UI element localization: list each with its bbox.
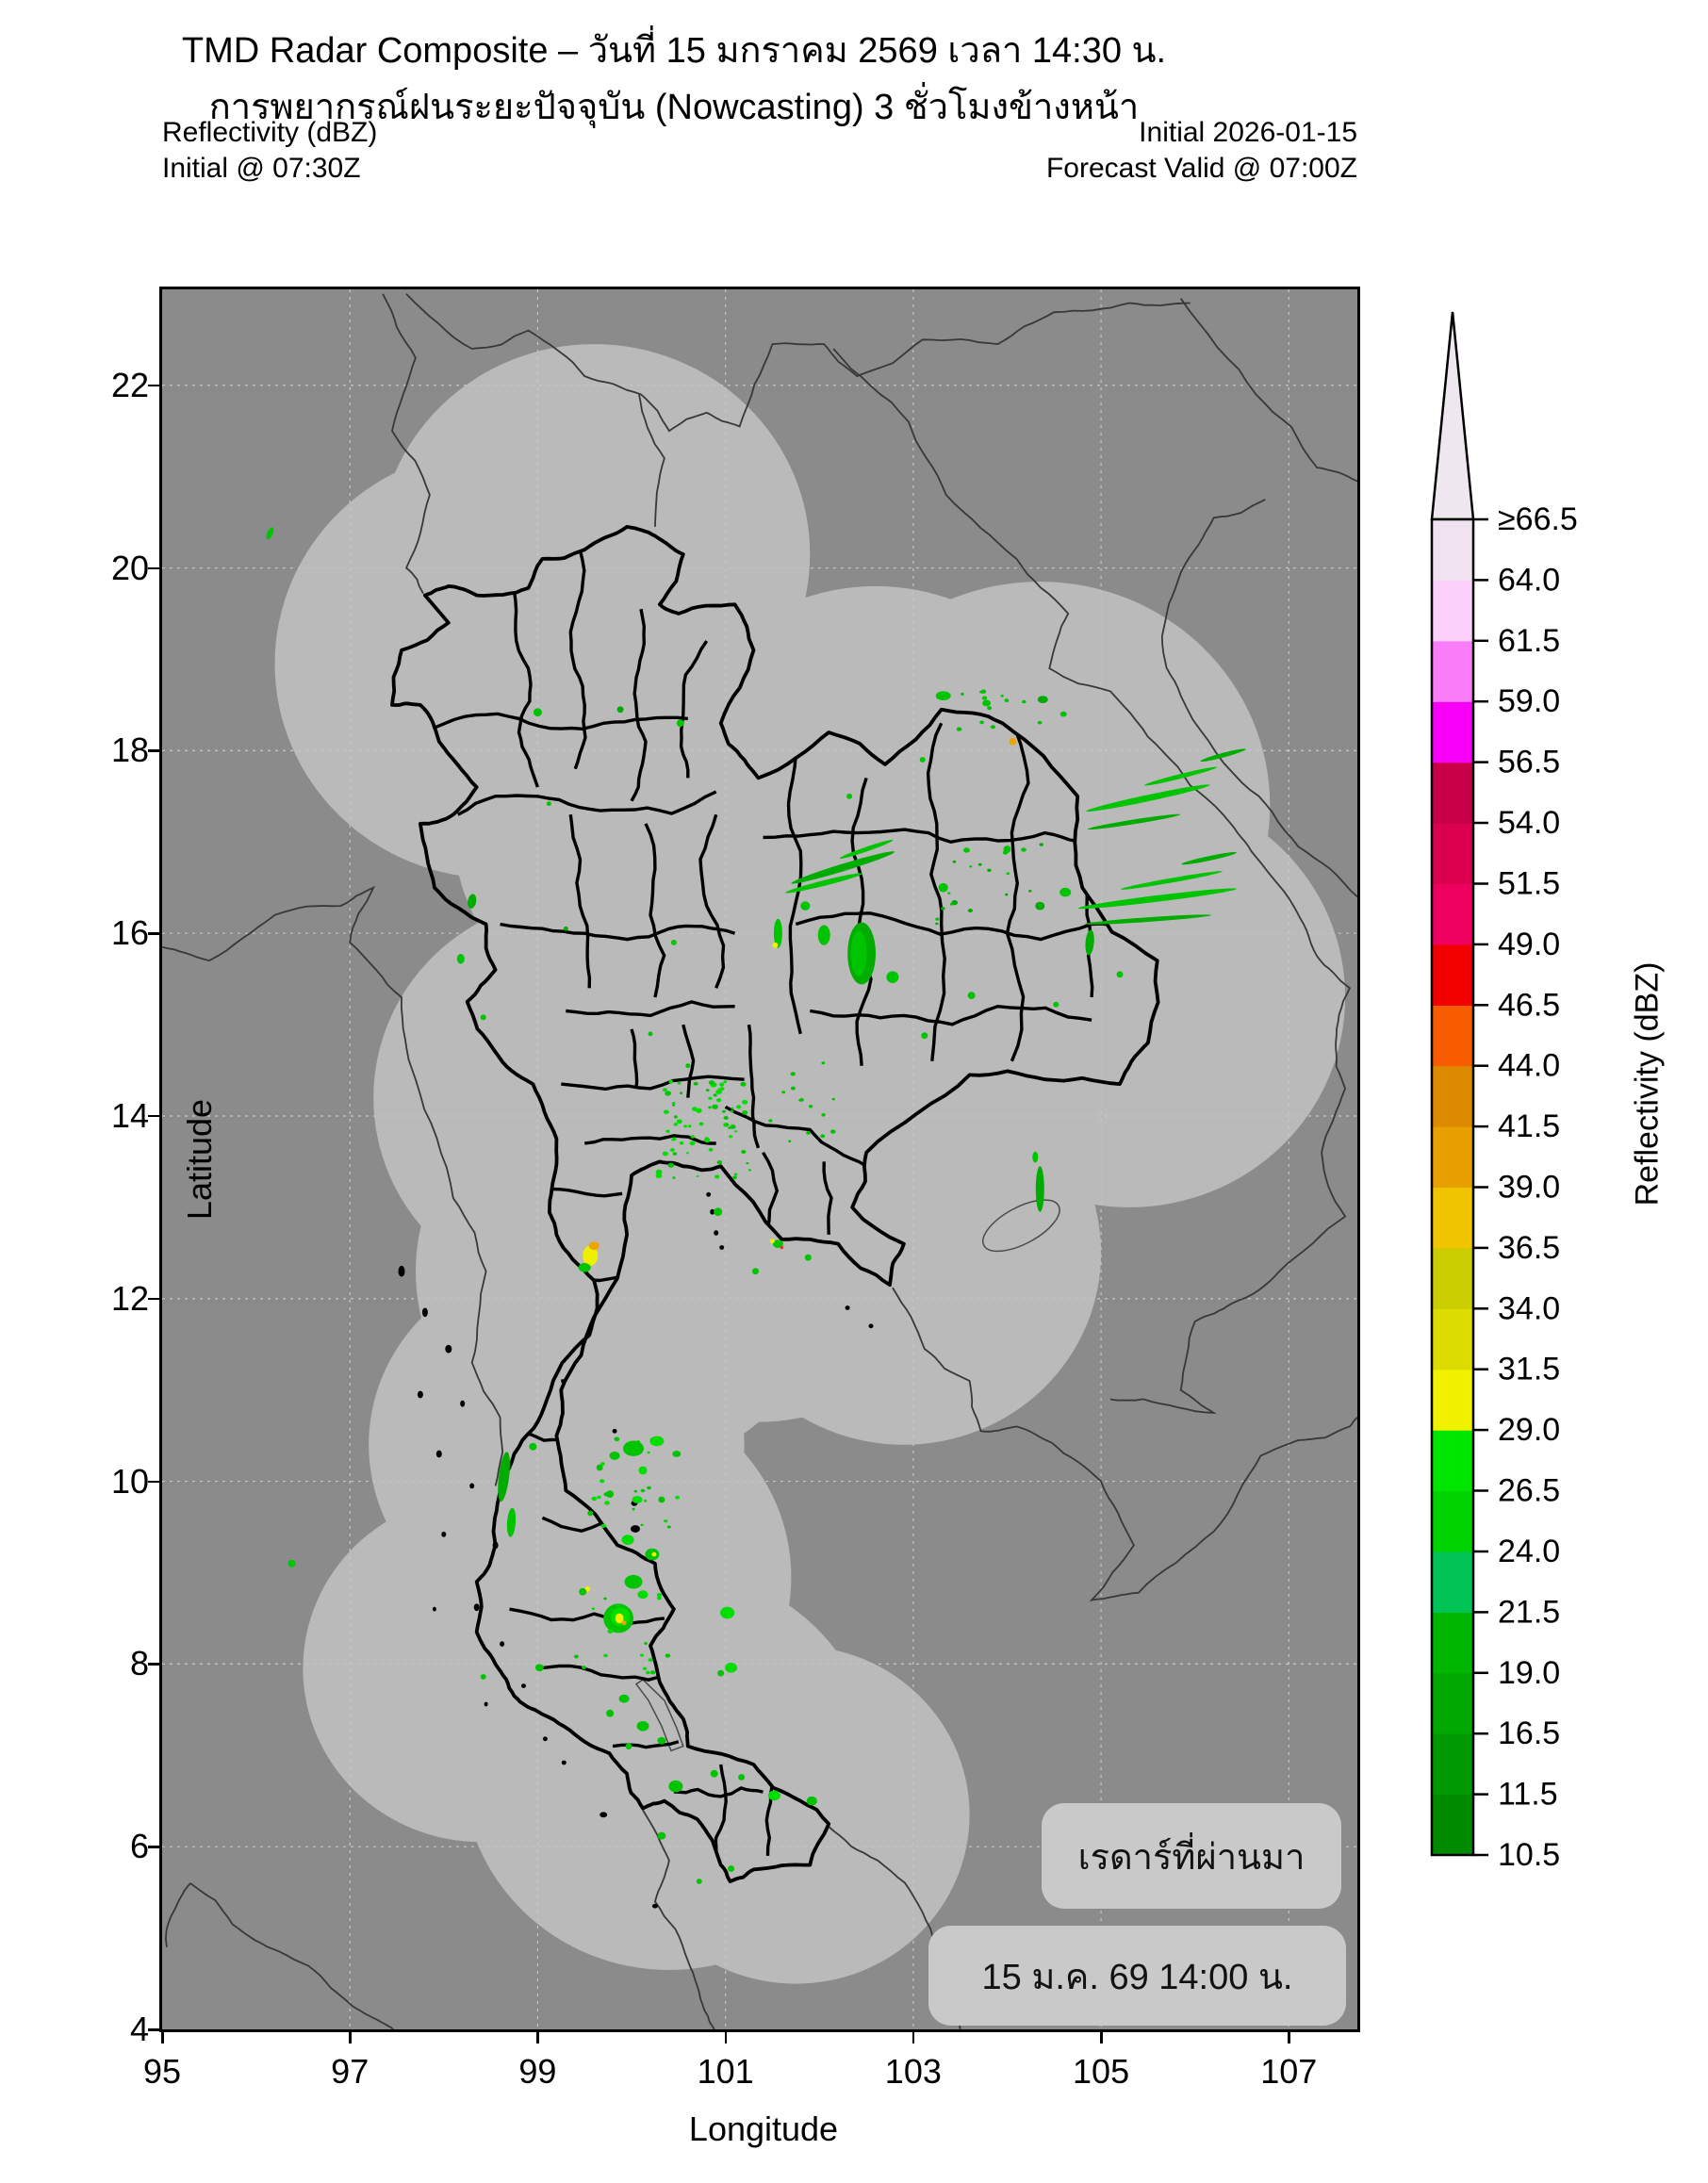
colorbar-tick-label: 44.0	[1498, 1048, 1560, 1084]
colorbar-svg: ≥66.5 64.0 61.5 59.0 56.5 54.0 51.5 49.0 46.5 44.…	[1430, 311, 1578, 1873]
x-tick-label: 97	[331, 2052, 370, 2091]
y-tick-mark	[148, 566, 159, 570]
radar-echoes	[266, 527, 1246, 1884]
annotation-initial-date: Initial 2026-01-15	[1139, 117, 1357, 148]
x-tick-mark	[1288, 2032, 1290, 2043]
annotation-forecast-valid: Forecast Valid @ 07:00Z	[1045, 153, 1357, 184]
latitude-axis-label: Latitude	[180, 1098, 219, 1221]
y-tick-mark	[148, 2028, 159, 2031]
x-tick-label: 95	[142, 2052, 182, 2091]
colorbar-tick-label: 64.0	[1498, 562, 1560, 598]
colorbar-tick-label: 54.0	[1498, 805, 1560, 841]
y-tick-mark	[148, 1114, 159, 1118]
colorbar-tick-label: 56.5	[1498, 745, 1560, 780]
x-tick-label: 103	[884, 2052, 942, 2091]
y-tick-label: 14	[110, 1095, 149, 1135]
colorbar-tick-label: ≥66.5	[1498, 501, 1578, 537]
colorbar-tick-label: 19.0	[1498, 1655, 1560, 1691]
colorbar-tick-label: 31.5	[1498, 1352, 1560, 1387]
longitude-axis-label: Longitude	[688, 2109, 839, 2148]
y-tick-label: 12	[110, 1278, 149, 1318]
y-tick-mark	[148, 749, 159, 752]
y-tick-label: 20	[110, 548, 149, 587]
colorbar-tick-label: 59.0	[1498, 683, 1560, 719]
colorbar-tick-label: 46.5	[1498, 987, 1560, 1023]
colorbar-axis-label: Reflectivity (dBZ)	[1629, 961, 1666, 1206]
x-tick-mark	[1100, 2032, 1103, 2043]
page-subtitle: การพยากรณ์ฝนระยะปัจจุบัน (Nowcasting) 3 …	[208, 88, 1140, 127]
radar-map-svg	[162, 289, 1357, 2029]
colorbar-tick-label: 34.0	[1498, 1290, 1560, 1326]
y-tick-mark	[148, 1663, 159, 1666]
colorbar-tick-label: 49.0	[1498, 927, 1560, 962]
x-tick-mark	[349, 2032, 352, 2043]
x-tick-mark	[724, 2032, 728, 2043]
y-tick-label: 8	[129, 1644, 149, 1683]
annotation-reflectivity: Reflectivity (dBZ)	[162, 117, 378, 148]
page-title: TMD Radar Composite – วันที่ 15 มกราคม 2…	[181, 31, 1167, 71]
y-tick-mark	[148, 384, 159, 387]
badge-radar-past: เรดาร์ที่ผ่านมา	[1042, 1803, 1341, 1909]
x-tick-mark	[161, 2032, 164, 2043]
colorbar-tick-label: 21.5	[1498, 1594, 1560, 1630]
colorbar-tick-label: 26.5	[1498, 1473, 1560, 1509]
annotation-top-right: Initial 2026-01-15 Forecast Valid @ 07:0…	[1046, 115, 1357, 187]
annotation-top-left: Reflectivity (dBZ) Initial @ 07:30Z	[162, 115, 377, 187]
badge-timestamp: 15 ม.ค. 69 14:00 น.	[928, 1926, 1346, 2026]
colorbar-tick-label: 29.0	[1498, 1412, 1560, 1448]
y-tick-label: 16	[110, 913, 149, 953]
colorbar: ≥66.5 64.0 61.5 59.0 56.5 54.0 51.5 49.0 46.5 44.…	[1419, 283, 1708, 1904]
y-tick-label: 6	[129, 1827, 149, 1866]
x-tick-label: 101	[697, 2052, 754, 2091]
colorbar-tick-label: 16.5	[1498, 1715, 1560, 1751]
colorbar-tick-label: 39.0	[1498, 1170, 1560, 1206]
y-tick-label: 22	[110, 365, 149, 404]
y-tick-mark	[148, 932, 159, 935]
colorbar-tick-label: 41.5	[1498, 1108, 1560, 1144]
y-tick-mark	[148, 1480, 159, 1484]
x-tick-label: 105	[1073, 2052, 1130, 2091]
annotation-initial-time: Initial @ 07:30Z	[162, 153, 361, 184]
y-tick-label: 10	[110, 1461, 149, 1501]
x-tick-mark	[536, 2032, 539, 2043]
y-tick-label: 4	[129, 2010, 149, 2048]
colorbar-tick-label: 24.0	[1498, 1534, 1560, 1569]
colorbar-tick-label: 11.5	[1498, 1777, 1558, 1813]
x-tick-mark	[911, 2032, 915, 2043]
map-plot-area: เรดาร์ที่ผ่านมา 15 ม.ค. 69 14:00 น.	[159, 287, 1360, 2032]
colorbar-tick-label: 51.5	[1498, 866, 1560, 902]
colorbar-tick-label: 61.5	[1498, 623, 1560, 659]
x-tick-label: 99	[518, 2052, 557, 2091]
x-tick-label: 107	[1260, 2052, 1318, 2091]
y-tick-label: 18	[110, 730, 149, 770]
colorbar-tick-label: 36.5	[1498, 1230, 1560, 1266]
colorbar-tick-label: 10.5	[1498, 1837, 1560, 1873]
y-tick-mark	[148, 1846, 159, 1848]
y-tick-mark	[148, 1297, 159, 1301]
